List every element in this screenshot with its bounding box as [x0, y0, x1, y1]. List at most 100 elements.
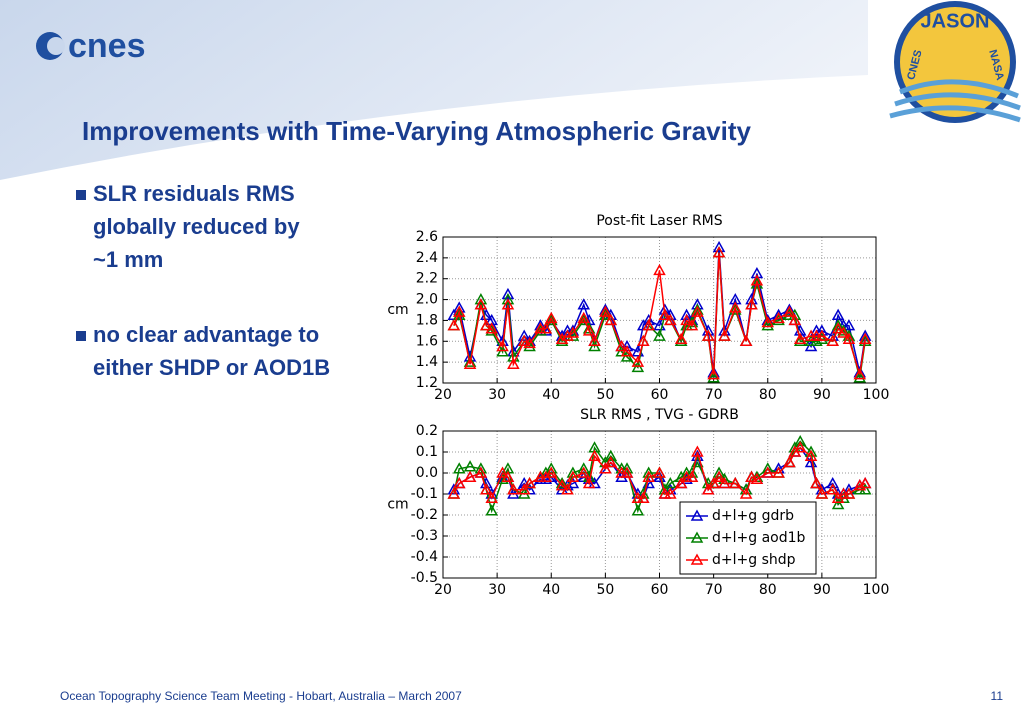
chart-title: Post-fit Laser RMS: [596, 213, 722, 229]
y-tick-label: 1.4: [416, 354, 438, 370]
marker: [544, 313, 558, 326]
marker: [480, 319, 493, 331]
marker: [691, 445, 704, 457]
marker: [447, 319, 461, 331]
marker: [501, 470, 515, 482]
marker: [842, 332, 856, 344]
marker: [474, 293, 488, 305]
marker: [750, 274, 764, 286]
legend-label: d+l+g shdp: [712, 552, 796, 568]
legend-marker: [690, 553, 704, 565]
y-tick-label: 1.8: [416, 312, 438, 328]
marker: [577, 313, 590, 326]
marker: [566, 470, 580, 482]
marker: [750, 277, 764, 289]
marker: [826, 483, 839, 495]
bullet-text: either SHDP or AOD1B: [93, 355, 330, 380]
marker: [539, 322, 553, 334]
marker: [664, 313, 677, 326]
marker: [582, 476, 596, 489]
marker: [620, 345, 634, 357]
marker: [674, 334, 688, 347]
logo-text: cnes: [68, 27, 146, 65]
marker: [474, 298, 488, 310]
y-tick-label: 2.4: [416, 250, 438, 266]
marker: [615, 339, 628, 352]
marker: [788, 313, 802, 326]
marker: [517, 483, 531, 495]
footer: Ocean Topography Science Team Meeting - …: [60, 689, 462, 703]
marker: [452, 305, 466, 317]
bullets: SLR residuals RMS globally reduced by ~1 m…: [76, 181, 330, 380]
marker: [826, 476, 839, 489]
chart: SLR RMS , TVG - GDRB cm -0.5 -0.4 -0.3 -0.2 -0…: [387, 407, 889, 598]
badge-title: JASON: [921, 10, 990, 32]
marker: [447, 487, 461, 499]
marker: [463, 355, 477, 367]
x-tick-label: 50: [596, 582, 614, 598]
x-tick-label: 20: [434, 582, 452, 598]
marker: [599, 305, 612, 317]
marker: [577, 466, 590, 478]
x-tick-label: 90: [813, 582, 831, 598]
marker: [674, 476, 688, 489]
marker: [566, 326, 580, 338]
marker: [810, 476, 823, 489]
marker: [858, 332, 872, 344]
marker: [485, 322, 498, 334]
marker: [842, 487, 856, 499]
marker: [582, 324, 596, 336]
y-tick-label: 0.0: [416, 465, 438, 481]
marker: [577, 311, 590, 324]
x-tick-label: 50: [596, 387, 614, 403]
chart: Post-fit Laser RMS cm 1.2 1.4 1.6 1.8 2.0 2.2 2.…: [387, 213, 889, 403]
y-tick-label: 2.0: [416, 292, 438, 308]
marker: [772, 311, 785, 324]
x-tick-label: 100: [863, 387, 890, 403]
marker: [452, 476, 466, 489]
marker: [761, 319, 775, 331]
marker: [831, 497, 845, 510]
y-tick-label: -0.4: [411, 549, 438, 565]
marker: [642, 470, 655, 482]
marker: [507, 483, 520, 495]
marker: [783, 305, 796, 317]
y-tick-label: 0.2: [416, 423, 438, 439]
marker: [507, 357, 520, 369]
marker: [582, 322, 596, 334]
marker: [653, 329, 666, 341]
x-tick-label: 100: [863, 582, 890, 598]
marker: [707, 371, 720, 383]
marker: [485, 504, 498, 516]
marker: [729, 476, 742, 489]
plot-frame: [442, 236, 877, 384]
marker: [604, 313, 618, 326]
x-tick-label: 20: [434, 387, 452, 403]
marker: [718, 329, 731, 341]
y-tick-label: 0.1: [416, 444, 438, 460]
x-tick-label: 70: [705, 387, 723, 403]
marker: [815, 332, 829, 344]
marker: [599, 462, 612, 474]
x-tick-label: 90: [813, 387, 831, 403]
marker: [631, 355, 645, 367]
x-tick-label: 70: [705, 582, 723, 598]
legend-marker: [690, 531, 704, 543]
marker: [707, 476, 720, 489]
x-tick-label: 30: [488, 582, 506, 598]
marker: [739, 334, 753, 347]
marker: [685, 470, 699, 482]
marker: [804, 455, 818, 468]
y-tick-label: -0.1: [411, 486, 438, 502]
y-tick-label: -0.2: [411, 507, 438, 523]
legend-label: d+l+g gdrb: [712, 508, 794, 524]
marker: [783, 455, 796, 468]
marker: [485, 491, 498, 503]
marker: [463, 357, 477, 369]
x-tick-label: 60: [651, 582, 669, 598]
x-tick-label: 80: [759, 582, 777, 598]
marker: [555, 479, 569, 491]
y-tick-label: 1.6: [416, 333, 438, 349]
bullet-text: no clear advantage to: [93, 322, 319, 347]
